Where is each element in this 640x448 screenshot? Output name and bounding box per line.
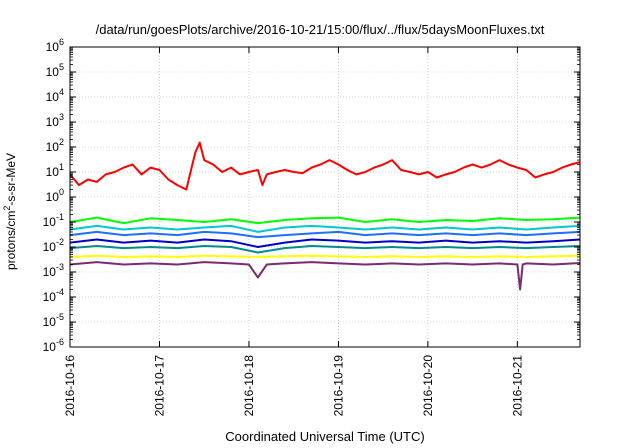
series-line-2 xyxy=(69,216,581,225)
x-tick-label: 2016-10-17 xyxy=(152,355,166,417)
y-tick-label: 10-6 xyxy=(43,337,64,354)
y-tick-label: 106 xyxy=(46,37,64,54)
x-tick-label: 2016-10-18 xyxy=(242,355,256,417)
y-axis-label-sup: 2 xyxy=(2,205,12,211)
y-axis-label-rest: -s-sr-MeV xyxy=(4,152,18,206)
y-tick-label: 102 xyxy=(46,137,64,154)
x-tick-label: 2016-10-20 xyxy=(421,355,435,417)
x-tick-label: 2016-10-19 xyxy=(331,355,345,417)
series-line-4 xyxy=(69,230,581,239)
tick-layer: 10-6 10-5 10-4 10-3 10-2 10-1 100 101 102 103 104 1… xyxy=(43,37,580,416)
y-tick-label: 105 xyxy=(46,62,64,79)
series-line-8 xyxy=(69,261,581,291)
x-tick-label: 2016-10-21 xyxy=(510,355,524,417)
series-line-5 xyxy=(69,238,581,248)
y-tick-label: 10-5 xyxy=(43,312,64,329)
y-tick-label: 10-3 xyxy=(43,262,64,279)
grid-layer xyxy=(70,47,580,347)
y-tick-label: 103 xyxy=(46,112,64,129)
series-layer xyxy=(69,141,581,291)
series-line-1 xyxy=(69,141,581,191)
x-tick-label: 2016-10-16 xyxy=(63,355,77,417)
series-line-6 xyxy=(69,245,581,254)
y-tick-label: 10-4 xyxy=(43,287,64,304)
series-line-7 xyxy=(69,254,581,258)
y-tick-label: 101 xyxy=(46,162,64,179)
y-tick-label: 10-1 xyxy=(43,212,64,229)
y-tick-label: 100 xyxy=(46,187,64,204)
y-tick-label: 10-2 xyxy=(43,237,64,254)
y-axis-label-base: protons/cm xyxy=(4,210,18,270)
y-axis-label: protons/cm2-s-sr-MeV xyxy=(2,153,18,270)
y-tick-label: 104 xyxy=(46,87,64,104)
x-axis-label: Coordinated Universal Time (UTC) xyxy=(225,429,425,444)
chart-title: /data/run/goesPlots/archive/2016-10-21/1… xyxy=(95,22,545,37)
series-line-3 xyxy=(69,224,581,233)
